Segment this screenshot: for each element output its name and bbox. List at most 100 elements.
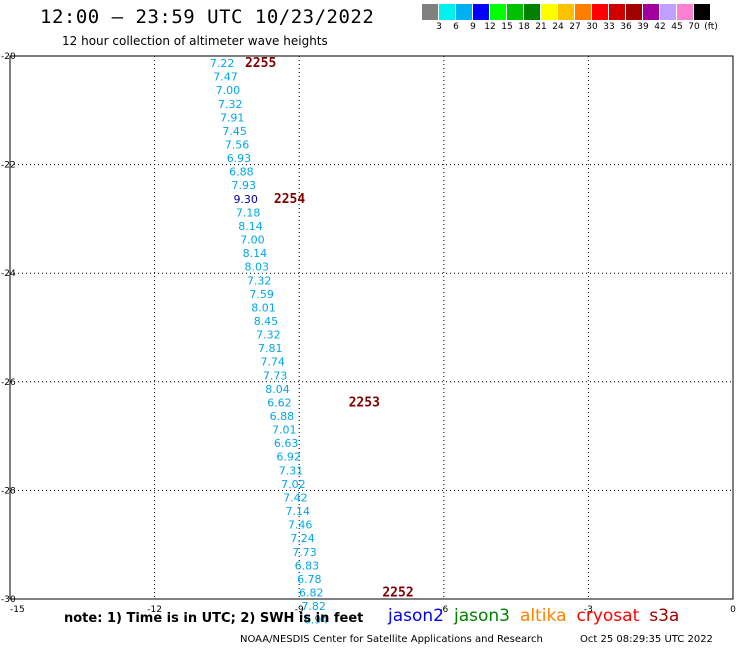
pass-time-label: 2253 bbox=[349, 395, 380, 410]
wave-height-label: 6.82 bbox=[299, 586, 324, 599]
legend-tick-label: 6 bbox=[453, 22, 459, 32]
y-tick-label: -22 bbox=[1, 161, 16, 171]
color-scale-legend: 3 6 9 12 15 18 21 24 27 30 33 36 39 42 45 70 (ft) bbox=[422, 4, 728, 36]
wave-height-label: 7.45 bbox=[222, 125, 247, 138]
x-tick-label: -3 bbox=[584, 605, 593, 615]
wave-height-label: 7.82 bbox=[301, 600, 326, 613]
mission-label: cryosat bbox=[576, 606, 640, 626]
legend-swatch bbox=[575, 4, 592, 20]
legend-swatch bbox=[524, 4, 541, 20]
legend-tick-label: 45 bbox=[671, 22, 683, 32]
wave-height-label: 7.59 bbox=[249, 288, 274, 301]
wave-height-label: 7.02 bbox=[281, 478, 306, 491]
legend-swatch bbox=[643, 4, 660, 20]
mission-legend: jason2 jason3 altika cryosat s3a bbox=[388, 606, 689, 626]
wave-height-label: 6.93 bbox=[227, 152, 252, 165]
legend-swatch bbox=[490, 4, 507, 20]
legend-swatch bbox=[439, 4, 456, 20]
wave-height-label: 6.78 bbox=[297, 573, 322, 586]
chart-title: 12:00 – 23:59 UTC 10/23/2022 bbox=[40, 6, 375, 28]
legend-tick-label: (ft) bbox=[704, 22, 718, 32]
legend-swatch bbox=[609, 4, 626, 20]
wave-height-label: 9.30 bbox=[233, 193, 258, 206]
legend-swatches bbox=[422, 4, 728, 20]
x-tick-label: 0 bbox=[730, 605, 736, 615]
mission-label: jason2 bbox=[388, 606, 444, 626]
wave-height-label: 7.81 bbox=[258, 342, 283, 355]
legend-tick-label: 12 bbox=[484, 22, 496, 32]
y-tick-label: -20 bbox=[1, 52, 16, 62]
wave-height-label: 7.18 bbox=[236, 206, 261, 219]
legend-tick-label: 18 bbox=[518, 22, 530, 32]
wave-height-label: 8.01 bbox=[251, 301, 276, 314]
y-tick-label: -26 bbox=[1, 378, 16, 388]
legend-swatch bbox=[660, 4, 677, 20]
wave-height-label: 8.45 bbox=[254, 315, 279, 328]
mission-label: jason3 bbox=[454, 606, 510, 626]
legend-swatch bbox=[541, 4, 558, 20]
wave-height-label: 7.00 bbox=[216, 84, 241, 97]
wave-height-label: 8.03 bbox=[245, 261, 270, 274]
legend-swatch bbox=[558, 4, 575, 20]
legend-tick-label: 9 bbox=[470, 22, 476, 32]
wave-height-label: 7.31 bbox=[279, 464, 304, 477]
legend-tick-labels: 3 6 9 12 15 18 21 24 27 30 33 36 39 42 45 70 (ft) bbox=[422, 20, 728, 34]
footnote: note: 1) Time is in UTC; 2) SWH is in fe… bbox=[64, 611, 364, 626]
wave-height-label: 6.62 bbox=[267, 396, 292, 409]
x-tick-label: -9 bbox=[295, 605, 304, 615]
wave-height-label: 8.14 bbox=[238, 220, 263, 233]
wave-height-label: 8.04 bbox=[265, 383, 290, 396]
wave-height-label: 7.74 bbox=[260, 356, 285, 369]
wave-height-label: 7.32 bbox=[247, 274, 272, 287]
plot-frame bbox=[9, 55, 734, 600]
wave-height-label: 7.91 bbox=[220, 111, 245, 124]
legend-swatch bbox=[473, 4, 490, 20]
legend-tick-label: 33 bbox=[603, 22, 615, 32]
y-tick-label: -28 bbox=[1, 486, 16, 496]
chart-subtitle: 12 hour collection of altimeter wave hei… bbox=[62, 34, 328, 48]
wave-height-label: 7.73 bbox=[263, 369, 288, 382]
credit-text: NOAA/NESDIS Center for Satellite Applica… bbox=[240, 634, 543, 645]
mission-label: altika bbox=[520, 606, 567, 626]
wave-height-label: 7.14 bbox=[286, 505, 311, 518]
wave-height-label: 8.14 bbox=[243, 247, 268, 260]
legend-swatch bbox=[626, 4, 643, 20]
legend-tick-label: 21 bbox=[535, 22, 547, 32]
wave-height-label: 7.24 bbox=[290, 532, 315, 545]
legend-tick-label: 30 bbox=[586, 22, 598, 32]
legend-swatch bbox=[694, 4, 711, 20]
wave-height-label: 7.32 bbox=[218, 98, 243, 111]
legend-tick-label: 24 bbox=[552, 22, 564, 32]
wave-height-label: 7.42 bbox=[283, 491, 308, 504]
wave-height-label: 6.94 bbox=[304, 614, 329, 627]
wave-height-label: 6.88 bbox=[229, 166, 254, 179]
wave-height-label: 7.47 bbox=[213, 71, 238, 84]
legend-swatch bbox=[456, 4, 473, 20]
legend-tick-label: 27 bbox=[569, 22, 581, 32]
legend-tick-label: 70 bbox=[688, 22, 700, 32]
wave-height-label: 6.63 bbox=[274, 437, 299, 450]
legend-tick-label: 39 bbox=[637, 22, 649, 32]
wave-height-label: 6.92 bbox=[276, 451, 301, 464]
wave-height-label: 6.83 bbox=[295, 559, 320, 572]
legend-swatch bbox=[422, 4, 439, 20]
wave-height-label: 7.22 bbox=[210, 57, 235, 70]
x-tick-label: -15 bbox=[10, 605, 25, 615]
pass-time-label: 2252 bbox=[382, 585, 413, 600]
pass-time-label: 2254 bbox=[274, 192, 305, 207]
pass-time-label: 2255 bbox=[245, 56, 276, 71]
legend-tick-label: 15 bbox=[501, 22, 513, 32]
wave-height-label: 7.46 bbox=[288, 519, 313, 532]
legend-tick-label: 36 bbox=[620, 22, 632, 32]
legend-swatch bbox=[592, 4, 609, 20]
wave-height-label: 7.32 bbox=[256, 329, 281, 342]
wave-height-label: 7.56 bbox=[225, 139, 250, 152]
legend-swatch bbox=[507, 4, 524, 20]
mission-label: s3a bbox=[649, 606, 680, 626]
y-tick-label: -24 bbox=[1, 269, 16, 279]
legend-tick-label: 3 bbox=[436, 22, 442, 32]
x-tick-label: -6 bbox=[439, 605, 448, 615]
x-tick-label: -12 bbox=[147, 605, 162, 615]
wave-height-label: 7.93 bbox=[232, 179, 257, 192]
